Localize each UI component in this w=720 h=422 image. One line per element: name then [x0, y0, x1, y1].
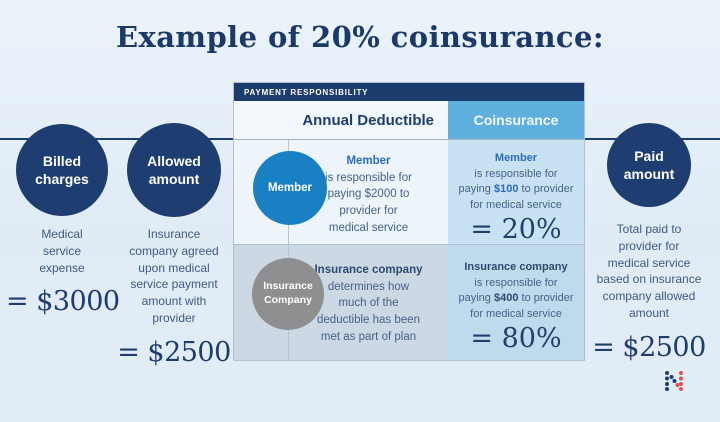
allowed-amount-amount: = $2500 [117, 336, 231, 368]
member-row-circle: Member [253, 151, 327, 225]
column-header-coinsurance: Coinsurance [448, 101, 584, 139]
member-coinsurance-body-pre: is responsible for paying [458, 167, 558, 196]
insurance-row-circle: Insurance Company [252, 258, 324, 330]
billed-charges-description-block: Medical service expense = $3000 [6, 226, 120, 321]
member-coinsurance-lead: Member [494, 152, 538, 164]
member-coinsurance-body-post: to provider for medical service [470, 183, 574, 211]
table-title-bar: PAYMENT RESPONSIBILITY [234, 83, 584, 101]
brand-n-logo-icon [665, 371, 683, 391]
billed-charges-circle: Billed charges [16, 124, 108, 216]
table-title: PAYMENT RESPONSIBILITY [244, 87, 369, 97]
column-header-annual-deductible: Annual Deductible [234, 101, 448, 139]
paid-amount-description-block: Total paid to provider for medical servi… [592, 221, 706, 367]
insurance-coinsurance-body: is responsible for paying $400 to provid… [459, 276, 574, 323]
member-row-circle-label: Member [267, 182, 313, 194]
table-column-headers: Annual Deductible Coinsurance [234, 101, 584, 140]
insurance-coinsurance-percent: = 80% [470, 323, 562, 355]
billed-charges-description: Medical service expense [39, 227, 85, 275]
allowed-amount-description-block: Insurance company agreed upon medical se… [117, 226, 231, 372]
allowed-amount-label: Allowed amount [147, 152, 201, 187]
payment-responsibility-table: PAYMENT RESPONSIBILITY Annual Deductible… [233, 82, 585, 361]
paid-amount-label: Paid amount [623, 147, 675, 182]
allowed-amount-circle: Allowed amount [127, 123, 221, 217]
member-coinsurance-amount: $100 [493, 183, 519, 196]
insurance-coinsurance-amount: $400 [493, 292, 519, 305]
paid-amount-amount: = $2500 [592, 331, 706, 363]
member-annual-lead: Member [346, 155, 391, 167]
billed-charges-label: Billed charges [35, 152, 89, 187]
insurance-annual-body: determines how much of the deductible ha… [317, 280, 420, 343]
insurance-coinsurance-body-post: to provider for medical service [470, 292, 574, 320]
member-coinsurance-body: is responsible for paying $100 to provid… [459, 167, 574, 214]
paid-amount-circle: Paid amount [607, 123, 691, 207]
insurance-annual-lead: Insurance company [314, 264, 423, 276]
insurance-coinsurance-cell: Insurance company is responsible for pay… [448, 245, 584, 360]
insurance-coinsurance-lead: Insurance company [464, 261, 568, 273]
member-coinsurance-percent: = 20% [470, 214, 562, 246]
page-title: Example of 20% coinsurance: [116, 20, 604, 54]
allowed-amount-description: Insurance company agreed upon medical se… [129, 227, 219, 325]
insurance-coinsurance-body-pre: is responsible for paying [458, 276, 558, 305]
insurance-row-circle-label: Insurance Company [263, 280, 313, 306]
paid-amount-description: Total paid to provider for medical servi… [596, 222, 702, 320]
member-annual-body: is responsible for paying $2000 to provi… [325, 171, 412, 234]
member-coinsurance-cell: Member is responsible for paying $100 to… [448, 140, 584, 244]
billed-charges-amount: = $3000 [6, 286, 120, 318]
table-row-member: Member is responsible for paying $2000 t… [234, 140, 584, 244]
